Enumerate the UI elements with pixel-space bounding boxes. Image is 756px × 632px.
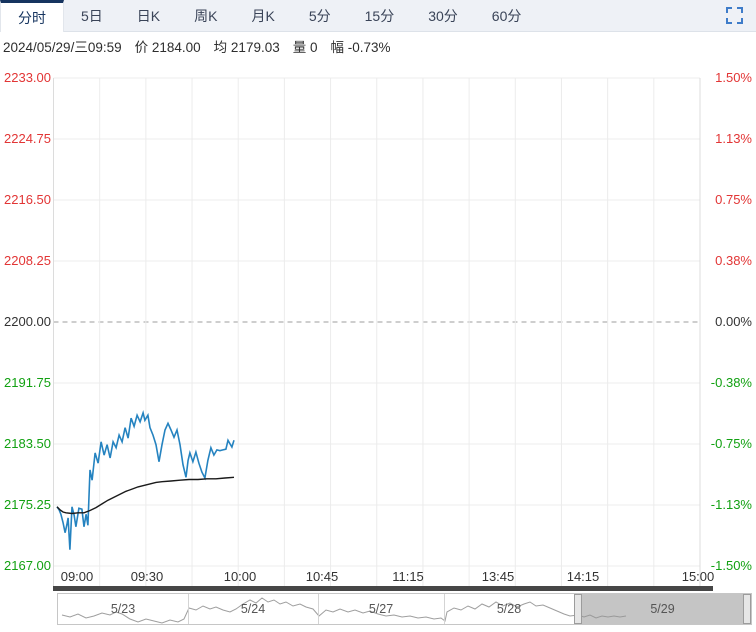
y-axis-price-label: 2175.25 — [4, 497, 51, 512]
y-axis-percent-label: 1.13% — [715, 131, 752, 146]
navigator-right-handle[interactable] — [743, 594, 751, 624]
navigator-left-handle[interactable] — [574, 594, 582, 624]
y-axis-percent-label: 1.50% — [715, 70, 752, 85]
tab-day-k[interactable]: 日K — [136, 7, 161, 24]
x-axis-time-label: 10:45 — [305, 569, 339, 584]
tab-5day[interactable]: 5日 — [81, 7, 103, 24]
tab-60min[interactable]: 60分 — [491, 7, 522, 24]
tab-week-k[interactable]: 周K — [194, 7, 218, 24]
y-axis-price-label: 2233.00 — [4, 70, 51, 85]
y-axis-percent-label: -1.13% — [710, 497, 752, 512]
y-axis-price-label: 2191.75 — [4, 375, 51, 390]
quote-field-0: 价 2184.00 — [134, 39, 201, 55]
navigator-sparkline — [61, 597, 627, 624]
quote-field-2: 量 0 — [292, 39, 318, 55]
navigator-date-5-28[interactable]: 5/28 — [496, 602, 522, 616]
period-tabbar: 分时 5日 日K 周K 月K 5分 15分 30分 60分 — [0, 0, 756, 32]
x-axis-time-label: 09:00 — [60, 569, 94, 584]
quote-infobar: 2024/05/29/三09:59 价 2184.00 均 2179.03 量 0 幅 … — [0, 33, 391, 58]
series-price-line — [56, 410, 235, 550]
tab-fenshi[interactable]: 分时 — [0, 0, 64, 32]
y-axis-percent-label: 0.75% — [715, 192, 752, 207]
fullscreen-icon — [726, 7, 743, 24]
y-axis-percent-label: -1.50% — [710, 558, 752, 573]
fullscreen-button[interactable] — [713, 0, 756, 31]
quote-datetime: 2024/05/29/三09:59 — [3, 39, 122, 55]
tab-30min[interactable]: 30分 — [428, 7, 458, 24]
y-axis-price-label: 2224.75 — [4, 131, 51, 146]
y-axis-price-label: 2167.00 — [4, 558, 51, 573]
x-axis-time-label: 10:00 — [223, 569, 257, 584]
x-axis-time-label: 14:15 — [566, 569, 600, 584]
date-navigator[interactable]: 5/23 5/24 5/27 5/28 5/29 — [57, 593, 752, 625]
y-axis-percent-label: 0.00% — [715, 314, 752, 329]
series-average-line — [56, 476, 235, 515]
y-axis-price-label: 2216.50 — [4, 192, 51, 207]
tab-month-k[interactable]: 月K — [251, 7, 275, 24]
y-axis-percent-label: -0.38% — [710, 375, 752, 390]
period-tabs: 分时 5日 日K 周K 月K 5分 15分 30分 60分 — [0, 0, 538, 32]
y-axis-price-label: 2200.00 — [4, 314, 51, 329]
navigator-date-5-23[interactable]: 5/23 — [110, 602, 136, 616]
quote-field-1: 均 2179.03 — [213, 39, 280, 55]
tab-15min[interactable]: 15分 — [364, 7, 395, 24]
time-axis-band — [53, 586, 713, 591]
x-axis-time-label: 09:30 — [130, 569, 164, 584]
x-axis-time-label: 11:15 — [392, 569, 424, 584]
navigator-divider — [188, 594, 189, 624]
y-axis-percent-label: -0.75% — [710, 436, 752, 451]
y-axis-price-label: 2183.50 — [4, 436, 51, 451]
y-axis-percent-label: 0.38% — [715, 253, 752, 268]
tab-5min[interactable]: 5分 — [308, 7, 331, 24]
quote-field-3: 幅 -0.73% — [330, 39, 391, 55]
navigator-date-5-29[interactable]: 5/29 — [650, 602, 675, 616]
navigator-divider — [444, 594, 445, 624]
navigator-divider — [318, 594, 319, 624]
navigator-date-5-24[interactable]: 5/24 — [240, 602, 266, 616]
navigator-selected-range[interactable] — [574, 594, 751, 624]
navigator-date-5-27[interactable]: 5/27 — [368, 602, 394, 616]
x-axis-time-label: 15:00 — [681, 569, 715, 584]
x-axis-time-label: 13:45 — [481, 569, 515, 584]
y-axis-price-label: 2208.25 — [4, 253, 51, 268]
